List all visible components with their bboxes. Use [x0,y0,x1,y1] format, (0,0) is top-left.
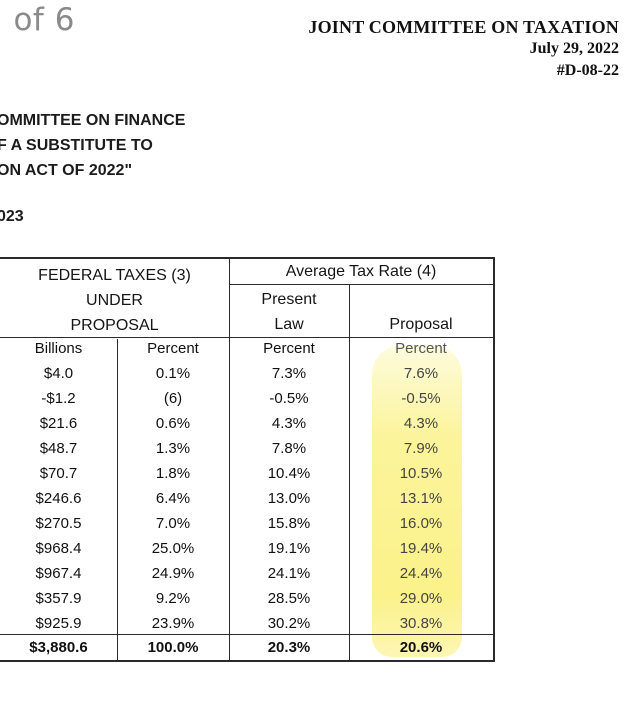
row-share: 25.0% [151,540,195,557]
row-billions: $48.7 [39,440,78,457]
row-billions: $925.9 [35,615,82,632]
row-proposal: 7.9% [403,440,439,457]
row-proposal: 16.0% [399,515,443,532]
year-label: 023 [0,208,24,225]
row-billions: $246.6 [35,490,82,507]
subheader-percent: Percent [263,340,315,357]
subheader-percent: Percent [395,340,447,357]
document-date: July 29, 2022 [529,40,619,57]
row-proposal: -0.5% [401,390,441,407]
heading-line-3: ON ACT OF 2022" [0,162,133,179]
row-present-law: 7.3% [271,365,307,382]
present-law-header-2: Law [274,316,304,333]
row-proposal: 7.6% [403,365,439,382]
average-tax-rate-header: Average Tax Rate (4) [285,263,437,280]
row-share: 24.9% [151,565,195,582]
row-proposal: 4.3% [403,415,439,432]
federal-taxes-header-proposal: PROPOSAL [70,317,159,334]
document-heading: OMMITTEE ON FINANCE F A SUBSTITUTE TO ON… [0,108,185,183]
document-number: #D-08-22 [556,62,619,79]
row-present-law: 28.5% [267,590,311,607]
row-proposal: 29.0% [399,590,443,607]
heading-line-2: F A SUBSTITUTE TO [0,137,153,154]
yellow-highlight-mark [372,345,462,657]
tax-table: FEDERAL TAXES (3) UNDER PROPOSAL Average… [0,257,495,662]
row-present-law: 7.8% [271,440,307,457]
row-share: 7.0% [155,515,191,532]
subheader-percent: Percent [147,340,199,357]
row-present-law: 30.2% [267,615,311,632]
row-billions: -$1.2 [41,390,76,407]
row-billions: $357.9 [35,590,82,607]
row-billions: $21.6 [39,415,78,432]
row-proposal: 24.4% [399,565,443,582]
row-share: (6) [163,390,183,407]
row-billions: $967.4 [35,565,82,582]
row-billions: $968.4 [35,540,82,557]
proposal-header: Proposal [389,316,453,333]
row-share: 6.4% [155,490,191,507]
row-share: 9.2% [155,590,191,607]
row-proposal: 10.5% [399,465,443,482]
heading-line-1: OMMITTEE ON FINANCE [0,112,186,129]
total-share: 100.0% [147,639,199,656]
row-billions: $4.0 [43,365,74,382]
row-present-law: 24.1% [267,565,311,582]
agency-header: JOINT COMMITTEE ON TAXATION July 29, 202… [308,16,619,82]
row-share: 23.9% [151,615,195,632]
row-present-law: 4.3% [271,415,307,432]
row-proposal: 19.4% [399,540,443,557]
row-share: 0.6% [155,415,191,432]
present-law-header-1: Present [261,291,317,308]
row-proposal: 13.1% [399,490,443,507]
agency-name: JOINT COMMITTEE ON TAXATION [308,17,619,37]
row-billions: $70.7 [39,465,78,482]
row-present-law: -0.5% [269,390,309,407]
row-share: 1.8% [155,465,191,482]
row-present-law: 10.4% [267,465,311,482]
total-billions: $3,880.6 [29,639,88,656]
total-proposal: 20.6% [399,639,443,656]
row-present-law: 15.8% [267,515,311,532]
total-present-law: 20.3% [267,639,311,656]
row-present-law: 13.0% [267,490,311,507]
federal-taxes-header-under: UNDER [86,292,143,309]
row-present-law: 19.1% [267,540,311,557]
page-counter: l of 6 [0,2,75,38]
federal-taxes-header: FEDERAL TAXES (3) [38,267,191,284]
row-share: 1.3% [155,440,191,457]
row-proposal: 30.8% [399,615,443,632]
row-share: 0.1% [155,365,191,382]
subheader-billions: Billions [34,340,83,357]
row-billions: $270.5 [35,515,82,532]
